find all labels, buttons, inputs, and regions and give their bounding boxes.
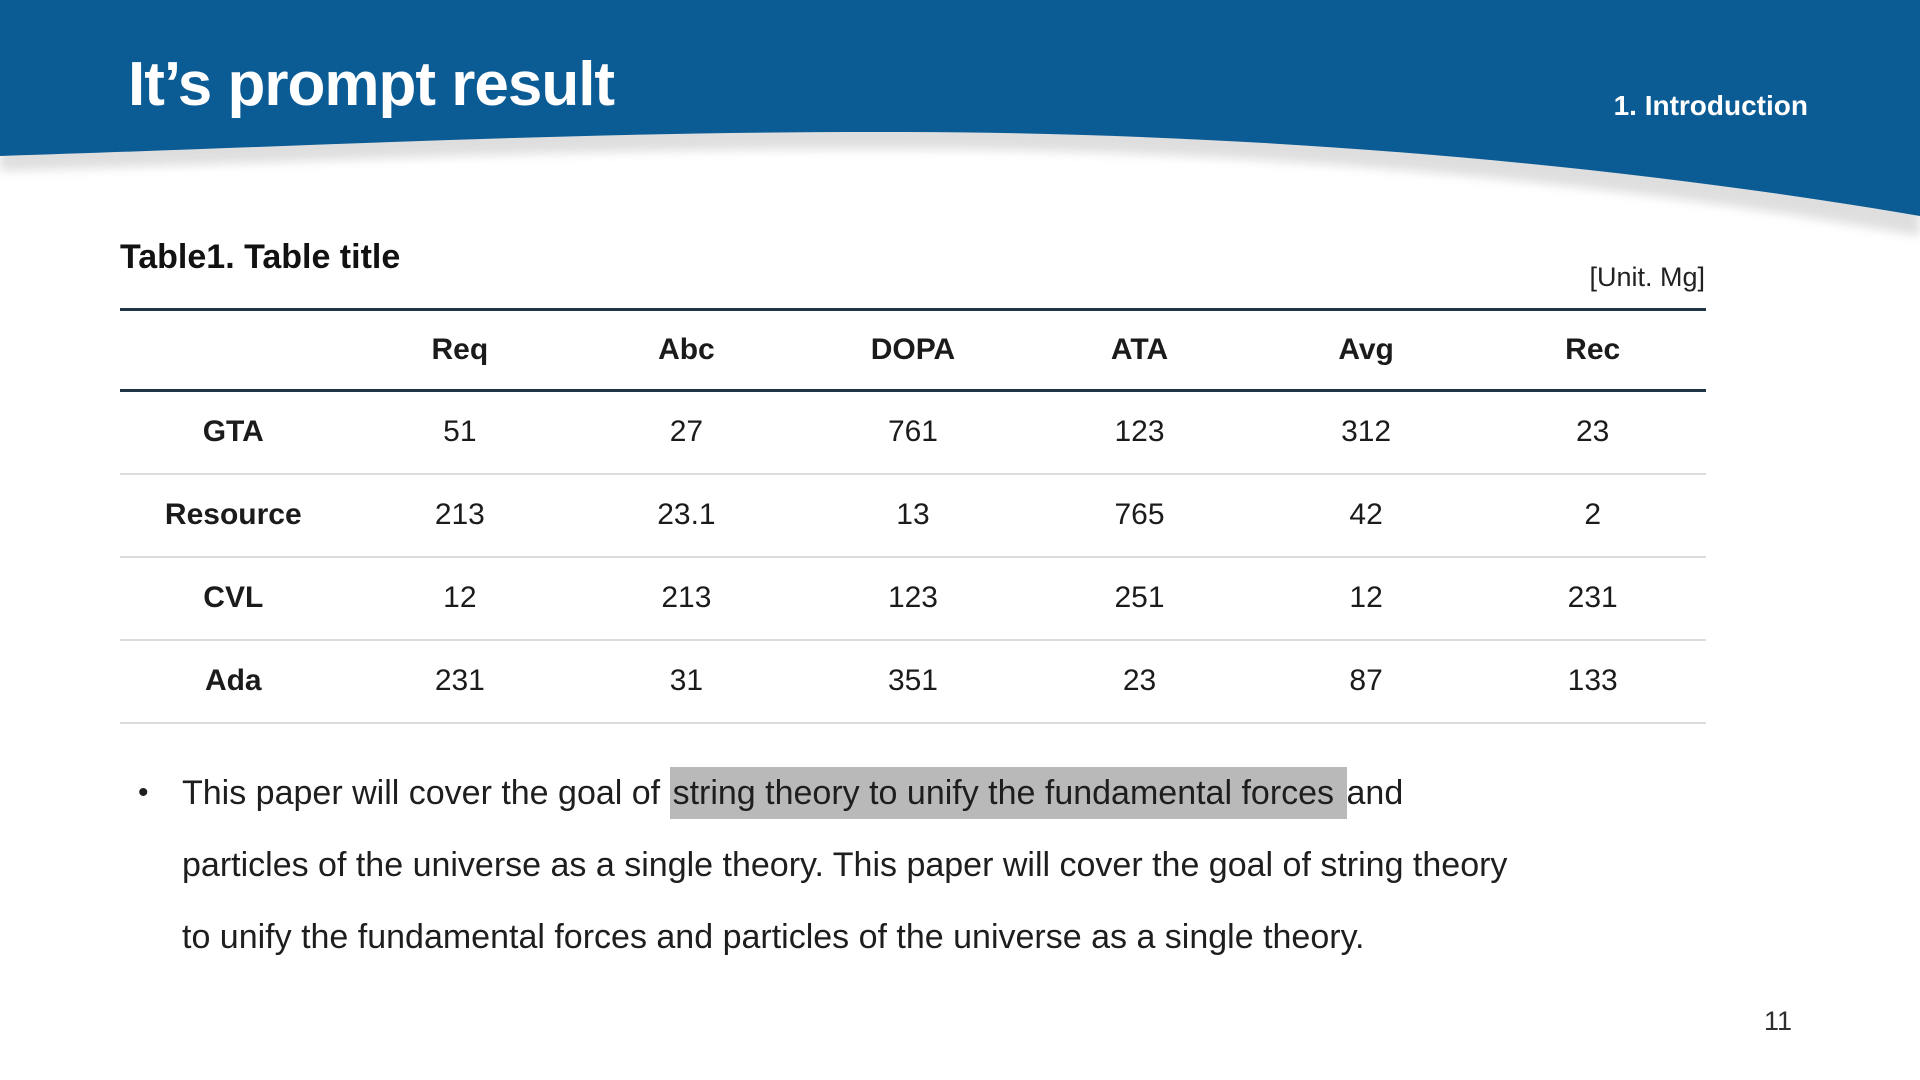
table-cell: 23 xyxy=(1576,415,1610,449)
table-cell: 351 xyxy=(887,664,938,697)
header-wave-graphic xyxy=(0,0,1920,236)
row-label: GTA xyxy=(202,415,264,449)
table-cell: 312 xyxy=(1341,415,1392,449)
table-cell: 213 xyxy=(661,581,712,614)
table-cell: 761 xyxy=(887,415,938,449)
section-label: 1. Introduction xyxy=(1613,90,1808,121)
table-cell: 23.1 xyxy=(657,498,716,531)
text-segment: to unify the fundamental forces and part… xyxy=(182,918,1365,956)
table-row: Resource 213 23.1 13 765 42 2 xyxy=(120,474,1706,557)
row-label: Resource xyxy=(164,498,302,531)
table-cell: 133 xyxy=(1567,664,1618,697)
table-cell: 42 xyxy=(1349,498,1383,531)
column-header: Rec xyxy=(1565,333,1621,366)
table-cell: 2 xyxy=(1584,498,1602,531)
row-label: Ada xyxy=(204,664,262,697)
table-cell: 87 xyxy=(1349,664,1383,697)
table-cell: 251 xyxy=(1114,581,1165,614)
column-header: ATA xyxy=(1110,333,1169,366)
table-cell: 231 xyxy=(1567,581,1618,614)
highlighted-text: string theory to unify the fundamental f… xyxy=(669,767,1347,819)
table-cell: 123 xyxy=(1114,415,1165,449)
bullet-text-line: particles of the universe as a single th… xyxy=(138,829,1838,901)
text-segment: This paper will cover the goal of xyxy=(182,774,670,812)
table-cell: 123 xyxy=(887,581,938,614)
table-header-row: Req Abc DOPA ATA Avg Rec xyxy=(120,309,1706,391)
table-cell: 31 xyxy=(669,664,704,697)
table-cell: 51 xyxy=(443,415,477,449)
bullet-text-line: This paper will cover the goal of string… xyxy=(138,757,1838,829)
bullet-text-line: to unify the fundamental forces and part… xyxy=(138,901,1838,973)
table-cell: 765 xyxy=(1114,498,1165,531)
table-cell: 23 xyxy=(1122,664,1157,697)
table-cell: 12 xyxy=(443,581,477,614)
page-number: 11 xyxy=(1764,1006,1793,1036)
table-cell: 213 xyxy=(434,498,485,531)
table-row: Ada 231 31 351 23 87 133 xyxy=(120,640,1706,723)
column-header: Avg xyxy=(1338,333,1394,366)
table-cell: 12 xyxy=(1349,581,1383,614)
column-header: Abc xyxy=(658,333,715,366)
text-segment: and xyxy=(1346,774,1404,812)
data-table: Req Abc DOPA ATA Avg Rec GTA 51 27 761 123 312 23 Re… xyxy=(120,308,1706,724)
bullet-marker: • xyxy=(138,776,149,809)
table-cell: 231 xyxy=(434,664,485,697)
column-header: DOPA xyxy=(870,333,956,366)
header-wave-blue xyxy=(0,0,1920,216)
slide-title: It’s prompt result xyxy=(128,50,615,119)
table-cell: 27 xyxy=(669,415,704,449)
table-unit-label: [Unit. Mg] xyxy=(1589,262,1705,292)
table-row: GTA 51 27 761 123 312 23 xyxy=(120,391,1706,474)
column-header: Req xyxy=(431,333,489,366)
table-row: CVL 12 213 123 251 12 231 xyxy=(120,557,1706,640)
row-label: CVL xyxy=(203,581,264,614)
column-header xyxy=(120,310,347,391)
bullet-paragraph: • This paper will cover the goal of stri… xyxy=(138,757,1838,973)
text-segment: particles of the universe as a single th… xyxy=(182,846,1508,884)
table-caption: Table1. Table title xyxy=(120,238,401,276)
table-cell: 13 xyxy=(896,498,930,531)
